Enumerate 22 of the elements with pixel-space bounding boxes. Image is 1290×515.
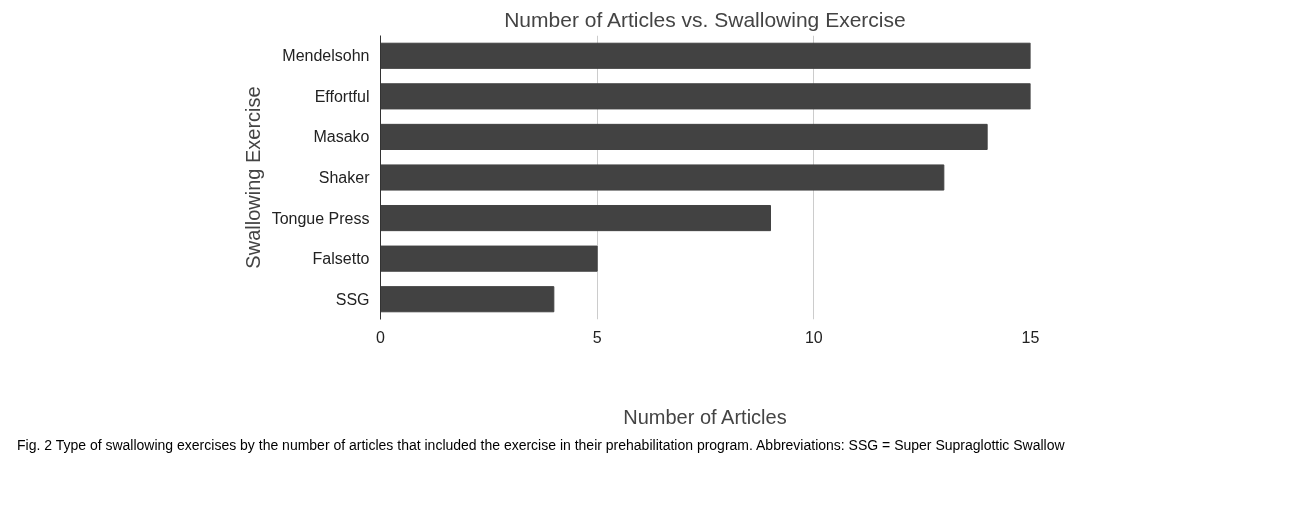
bar: [380, 286, 555, 313]
y-tick-label: Tongue Press: [271, 209, 370, 227]
x-axis-title: Number of Articles: [623, 405, 787, 428]
y-tick-label: Falsetto: [312, 250, 370, 268]
y-axis-title: Swallowing Exercise: [241, 86, 264, 269]
bar: [380, 83, 1031, 110]
x-tick-label: 5: [592, 328, 602, 346]
caption: Fig. 2 Type of swallowing exercises by the number of articles that included the exercise in their prehabilitation program. Abbreviations: SSG = Super Supraglottic Swallow: [17, 436, 1065, 455]
x-tick-label: 15: [1021, 328, 1040, 346]
y-tick-label: Mendelsohn: [282, 47, 370, 65]
x-tick-label: 10: [804, 328, 823, 346]
x-tick-label: 0: [376, 328, 386, 346]
y-tick-label: Effortful: [314, 87, 370, 105]
y-tick-label: Shaker: [318, 169, 371, 186]
bar: [380, 204, 771, 232]
bar: [380, 123, 988, 151]
bar: [380, 42, 1031, 69]
y-tick-label: SSG: [335, 290, 370, 308]
chart-title: Number of Articles vs. Swallowing Exercise: [504, 7, 906, 31]
y-tick-label: Masako: [313, 128, 370, 146]
bar: [380, 245, 598, 272]
bar: [380, 164, 945, 191]
